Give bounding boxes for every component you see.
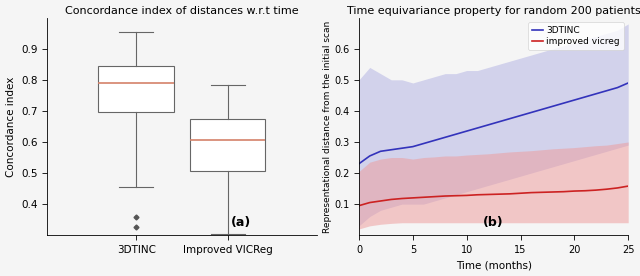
- improved vicreg: [355, 204, 363, 207]
- improved vicreg: [409, 196, 417, 200]
- improved vicreg: [614, 186, 621, 190]
- 3DTINC: [409, 145, 417, 148]
- improved vicreg: [538, 191, 546, 194]
- X-axis label: Time (months): Time (months): [456, 261, 532, 270]
- improved vicreg: [603, 187, 611, 191]
- improved vicreg: [527, 191, 535, 194]
- 3DTINC: [474, 126, 481, 130]
- 3DTINC: [570, 98, 578, 102]
- 3DTINC: [463, 129, 470, 133]
- improved vicreg: [387, 198, 395, 201]
- improved vicreg: [442, 194, 449, 198]
- 3DTINC: [452, 132, 460, 136]
- improved vicreg: [420, 196, 428, 199]
- improved vicreg: [506, 192, 513, 195]
- Text: (a): (a): [231, 216, 252, 229]
- 3DTINC: [484, 123, 492, 127]
- 3DTINC: [506, 117, 513, 120]
- improved vicreg: [592, 189, 600, 192]
- improved vicreg: [463, 194, 470, 197]
- 3DTINC: [625, 81, 632, 85]
- 3DTINC: [442, 136, 449, 139]
- 3DTINC: [377, 150, 385, 153]
- Y-axis label: Concordance index: Concordance index: [6, 76, 15, 177]
- 3DTINC: [549, 105, 557, 108]
- 3DTINC: [431, 139, 438, 142]
- improved vicreg: [549, 190, 557, 194]
- improved vicreg: [431, 195, 438, 198]
- improved vicreg: [625, 184, 632, 188]
- 3DTINC: [387, 148, 395, 152]
- Y-axis label: Representational distance from the initial scan: Representational distance from the initi…: [323, 20, 333, 233]
- improved vicreg: [516, 192, 524, 195]
- improved vicreg: [366, 201, 374, 204]
- 3DTINC: [614, 86, 621, 89]
- 3DTINC: [516, 114, 524, 117]
- improved vicreg: [377, 199, 385, 203]
- 3DTINC: [355, 162, 363, 165]
- improved vicreg: [560, 190, 568, 193]
- Text: (b): (b): [483, 216, 504, 229]
- 3DTINC: [592, 92, 600, 95]
- Title: Concordance index of distances w.r.t time: Concordance index of distances w.r.t tim…: [65, 6, 299, 15]
- improved vicreg: [581, 189, 589, 192]
- Legend: 3DTINC, improved vicreg: 3DTINC, improved vicreg: [529, 22, 624, 50]
- Title: Time equivariance property for random 200 patients: Time equivariance property for random 20…: [347, 6, 640, 15]
- improved vicreg: [452, 194, 460, 197]
- 3DTINC: [366, 154, 374, 158]
- 3DTINC: [495, 120, 503, 123]
- 3DTINC: [538, 108, 546, 111]
- improved vicreg: [398, 197, 406, 200]
- Bar: [190, 119, 266, 171]
- 3DTINC: [603, 89, 611, 92]
- improved vicreg: [570, 189, 578, 193]
- 3DTINC: [420, 142, 428, 145]
- 3DTINC: [527, 111, 535, 114]
- Line: 3DTINC: 3DTINC: [359, 83, 628, 164]
- 3DTINC: [581, 95, 589, 99]
- improved vicreg: [484, 193, 492, 196]
- 3DTINC: [398, 147, 406, 150]
- improved vicreg: [495, 192, 503, 196]
- Bar: [99, 66, 174, 112]
- improved vicreg: [474, 193, 481, 197]
- 3DTINC: [560, 102, 568, 105]
- Line: improved vicreg: improved vicreg: [359, 186, 628, 206]
